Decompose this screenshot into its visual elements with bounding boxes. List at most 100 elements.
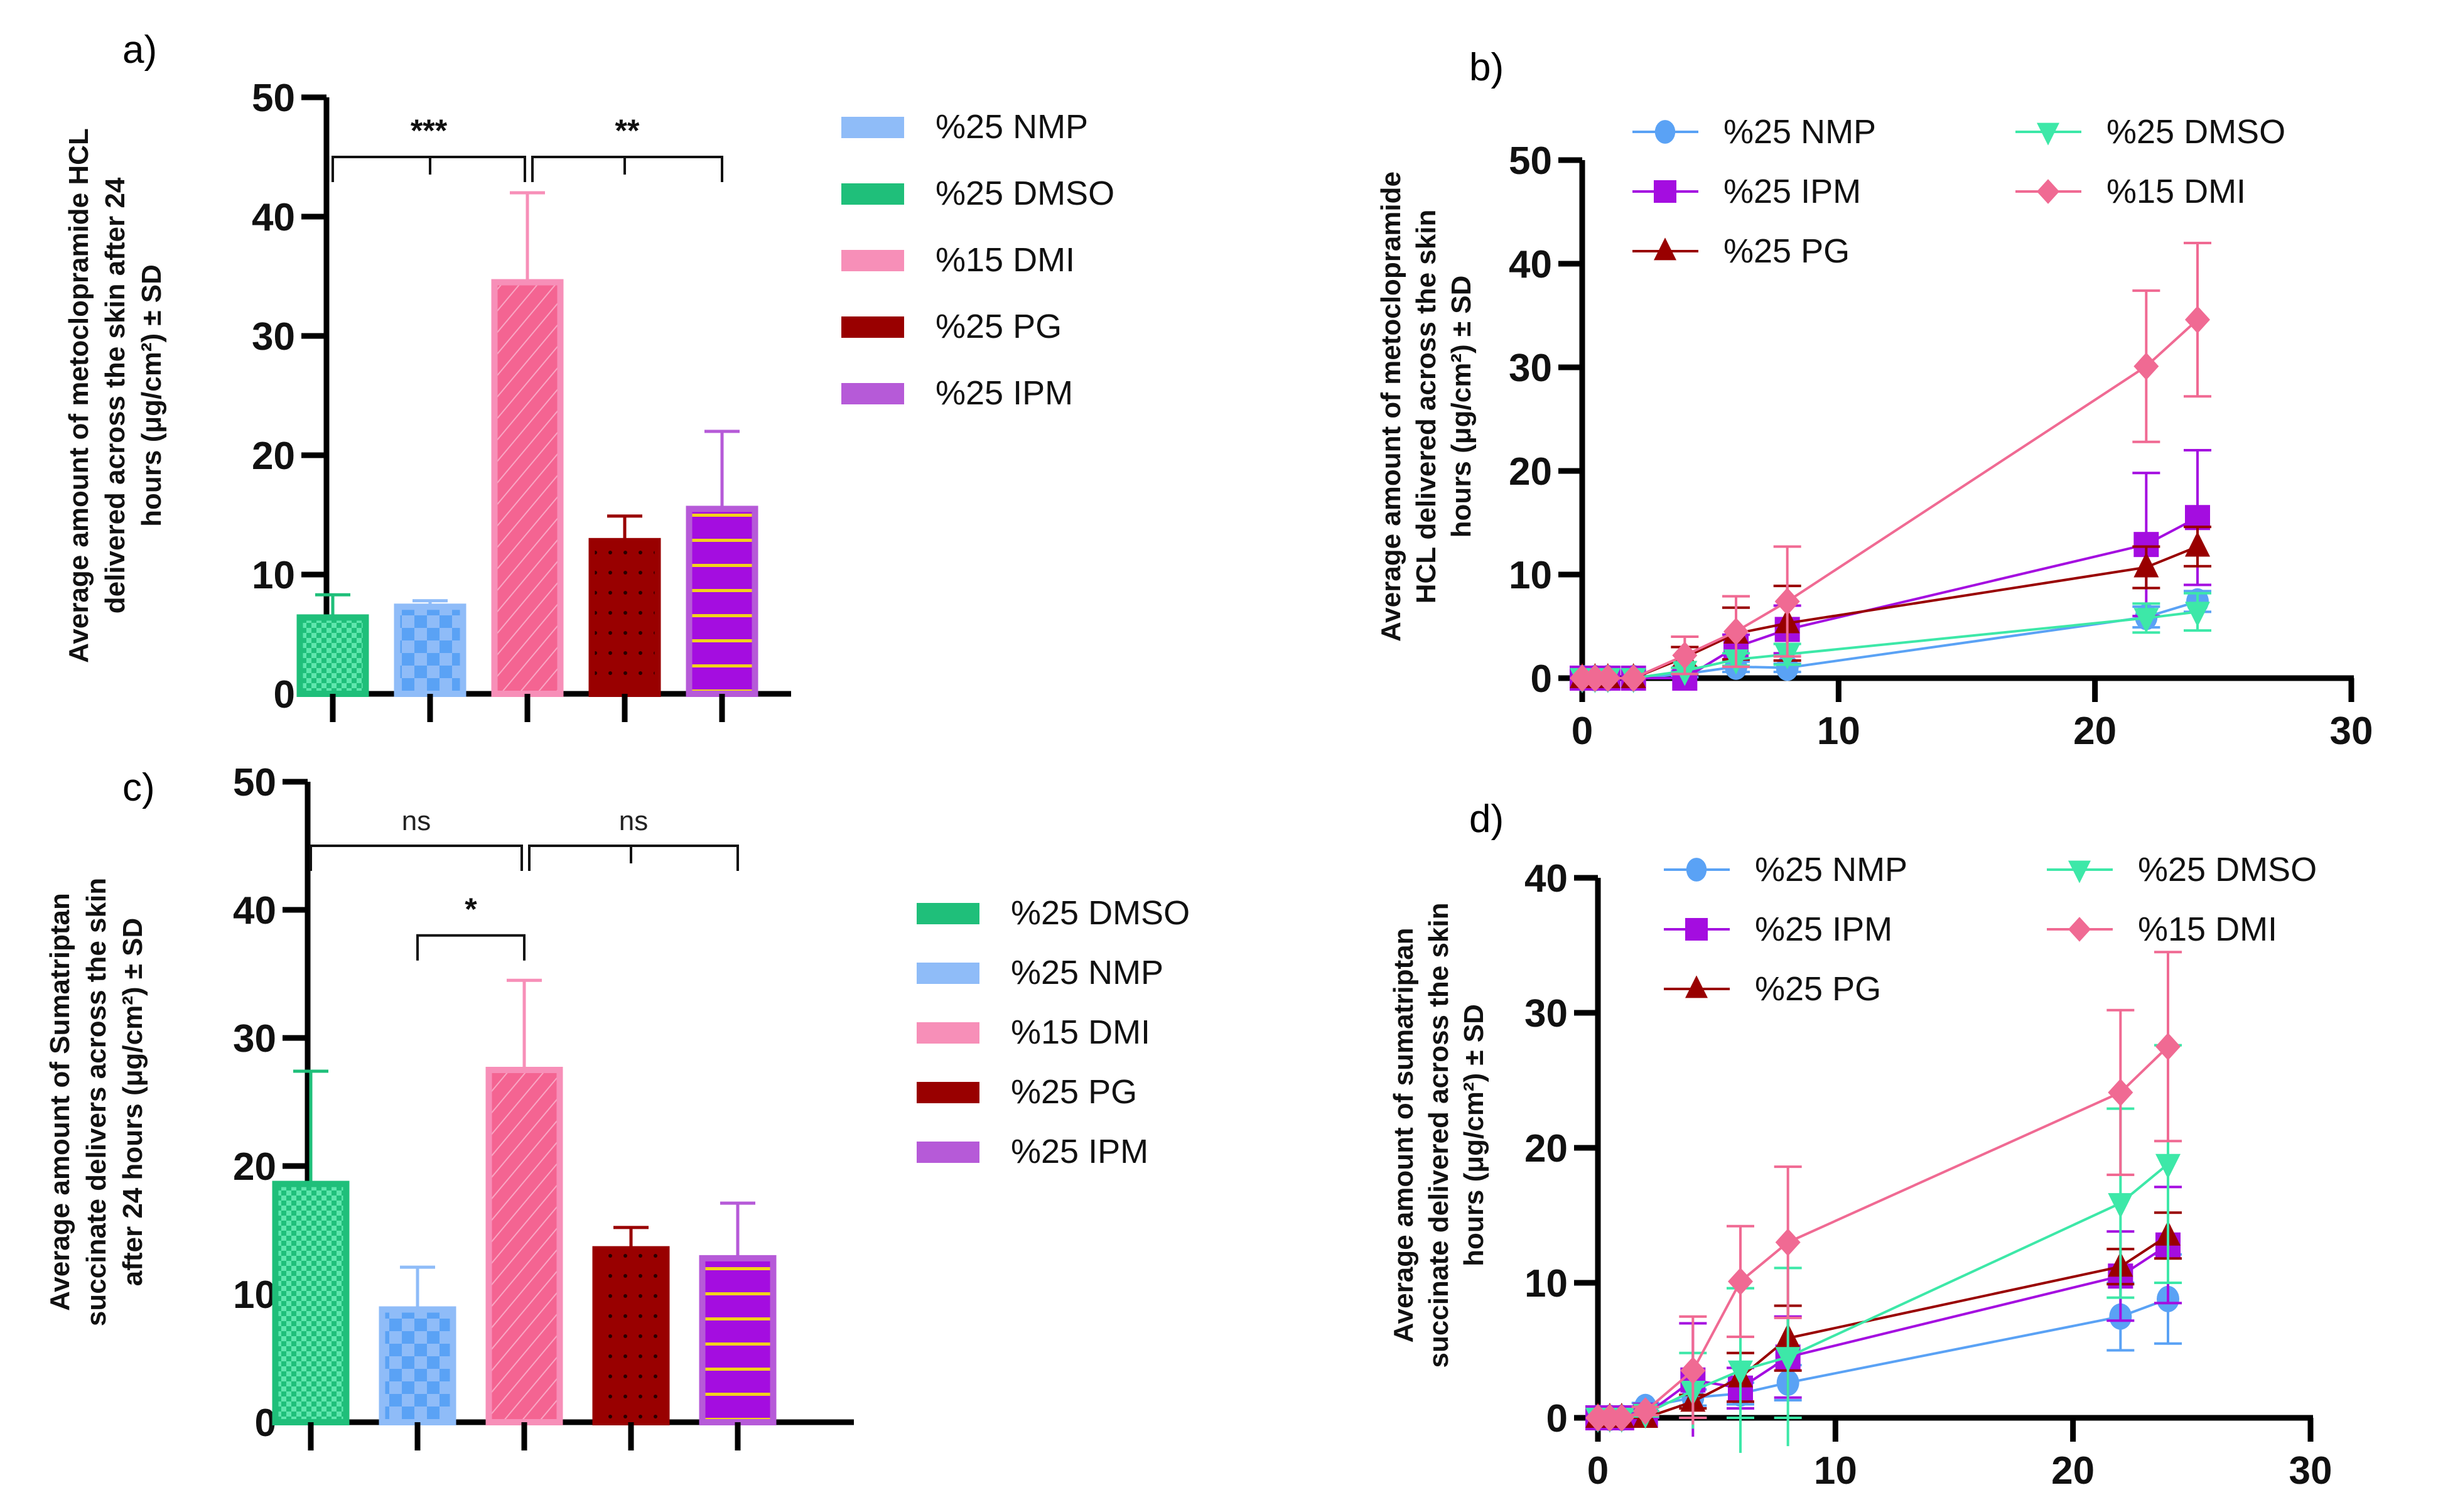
y-axis-label: Average amount of sumatriptan succinate d… <box>1388 902 1489 1368</box>
legend-label: %25 IPM <box>1011 1133 1148 1170</box>
marker-diamond <box>1582 664 1608 692</box>
panel-d: d) Average amount of sumatriptan succinate… <box>1388 797 2332 1493</box>
legend-swatch-dmso <box>917 903 979 924</box>
legend-label: %15 DMI <box>936 241 1075 279</box>
marker-diamond <box>2185 306 2210 334</box>
legend-label: %25 NMP <box>1755 851 1907 888</box>
y-tick-label: 0 <box>1546 1397 1568 1440</box>
y-axis-label-line: hours (μg/cm²) ± SD <box>1446 276 1477 538</box>
y-tick-label: 50 <box>252 77 295 120</box>
y-axis-label-line: Average amount of metoclopramide HCL <box>63 128 94 663</box>
y-tick-label: 40 <box>1509 243 1552 286</box>
x-tick-label: 30 <box>2289 1449 2332 1493</box>
panel-label: b) <box>1469 46 1504 89</box>
legend-swatch-ipm <box>841 383 904 404</box>
panel-a: a) Average amount of metoclopramide HCL de… <box>63 28 1114 722</box>
y-tick-label: 20 <box>1524 1127 1568 1170</box>
panel-label: c) <box>122 766 155 809</box>
y-tick-label: 50 <box>1509 139 1552 183</box>
bar-dmso <box>272 1180 350 1426</box>
legend-label: %25 PG <box>1755 970 1881 1008</box>
marker-diamond <box>1609 1404 1634 1432</box>
y-axis-label-line: hours (μg/cm²) ± SD <box>1459 1004 1489 1266</box>
y-tick-label: 20 <box>1509 450 1552 494</box>
panel-label: a) <box>122 28 157 72</box>
series-nmp <box>1587 1253 2182 1431</box>
y-tick-label: 0 <box>1531 657 1552 701</box>
bar-dmi <box>491 279 564 697</box>
marker-diamond <box>1595 664 1621 692</box>
bar-ipm <box>699 1255 777 1425</box>
y-tick-label: 40 <box>252 196 295 239</box>
y-tick-label: 30 <box>252 315 295 359</box>
marker-triangle-up <box>2185 531 2210 557</box>
y-tick-label: 30 <box>1509 347 1552 390</box>
y-axis-label-line: succinate delivers across the skin <box>81 878 112 1326</box>
legend-label: %15 DMI <box>2138 910 2277 948</box>
series-line <box>1598 1045 2169 1419</box>
legend-swatch-pg <box>841 316 904 338</box>
marker-diamond <box>2037 179 2059 204</box>
marker-diamond <box>1632 1397 1658 1425</box>
significance-label: ns <box>619 806 648 836</box>
y-tick-label: 20 <box>252 435 295 478</box>
series-line <box>1582 545 2198 679</box>
series-pg <box>1585 1211 2182 1428</box>
marker-diamond <box>1775 1228 1801 1256</box>
legend-label: %25 IPM <box>1755 910 1892 948</box>
y-axis-label-line: after 24 hours (μg/cm²) ± SD <box>117 918 148 1287</box>
y-axis-label-line: Average amount of sumatriptan <box>1388 928 1419 1343</box>
legend-swatch-pg <box>917 1082 979 1103</box>
legend-swatch-nmp <box>841 117 904 138</box>
significance-bracket <box>528 845 739 871</box>
y-axis-label-line: succinate delivered across the skin <box>1423 902 1454 1368</box>
marker-diamond <box>2108 1078 2133 1106</box>
y-tick-label: 10 <box>1509 554 1552 597</box>
marker-diamond <box>2068 917 2091 942</box>
marker-diamond <box>1570 664 1595 692</box>
marker-diamond <box>2133 352 2159 381</box>
marker-triangle-down <box>1728 1360 1753 1386</box>
significance-label: ** <box>615 113 640 148</box>
marker-triangle-up <box>1685 975 1708 998</box>
legend-label: %15 DMI <box>2106 173 2246 210</box>
legend-label: %25 NMP <box>1011 954 1163 991</box>
y-axis-label: Average amount of Sumatriptan succinate d… <box>45 878 148 1326</box>
legend-label: %25 IPM <box>1723 173 1861 210</box>
y-axis-label: Average amount of metoclopramide HCL deli… <box>1376 171 1477 642</box>
y-axis-label-line: hours (μg/cm²) ± SD <box>136 264 167 527</box>
x-tick-label: 20 <box>2051 1449 2095 1493</box>
y-tick-label: 0 <box>274 673 295 716</box>
y-tick-label: 10 <box>1524 1262 1568 1305</box>
bar-nmp <box>394 603 466 697</box>
y-tick-label: 40 <box>1524 857 1568 900</box>
legend-label: %25 NMP <box>936 108 1088 146</box>
legend-swatch-ipm <box>917 1142 979 1163</box>
y-tick-label: 30 <box>233 1017 276 1061</box>
y-axis-label-line: HCL delivered across the skin <box>1411 210 1442 604</box>
marker-triangle-down <box>2155 1153 2181 1179</box>
series-ipm <box>1570 449 2211 691</box>
legend-swatch-dmi <box>917 1022 979 1044</box>
y-axis-label-line: Average amount of metoclopramide <box>1376 171 1406 642</box>
panel-label: d) <box>1469 797 1504 841</box>
legend-label: %25 DMSO <box>1011 894 1190 932</box>
marker-triangle-down <box>1775 1347 1801 1373</box>
y-tick-label: 40 <box>233 889 276 932</box>
x-tick-label: 10 <box>1817 710 1860 753</box>
legend-label: %25 DMSO <box>2106 113 2285 151</box>
legend-label: %25 PG <box>1011 1073 1137 1111</box>
marker-square <box>1685 918 1708 941</box>
y-tick-label: 30 <box>1524 992 1568 1035</box>
bar-dmi <box>485 1067 563 1425</box>
panel-b: b) Average amount of metoclopramide HCL de… <box>1376 46 2373 753</box>
x-tick-label: 10 <box>1814 1449 1857 1493</box>
y-tick-label: 20 <box>233 1145 276 1189</box>
legend-label: %25 IPM <box>936 374 1073 412</box>
marker-diamond <box>2155 1032 2181 1061</box>
x-tick-label: 0 <box>1572 710 1593 753</box>
marker-triangle-down <box>2037 122 2059 146</box>
significance-bracket <box>310 845 523 871</box>
legend-swatch-nmp <box>917 963 979 984</box>
